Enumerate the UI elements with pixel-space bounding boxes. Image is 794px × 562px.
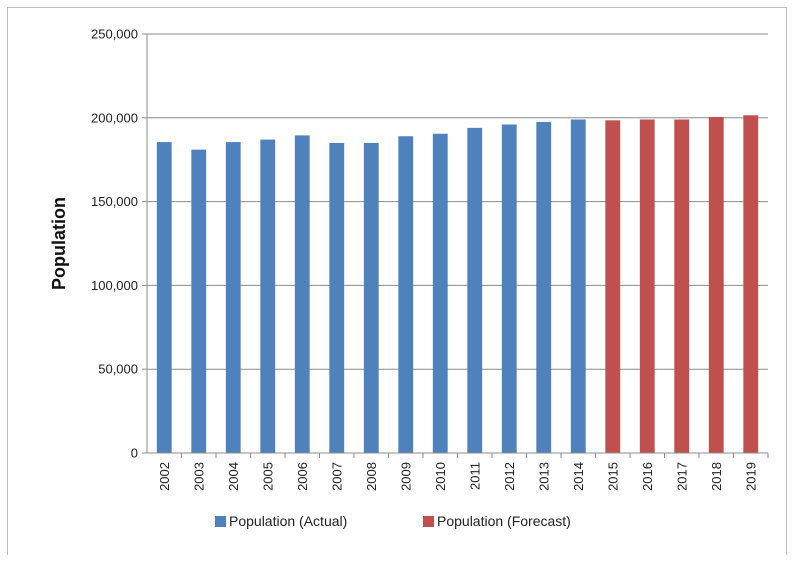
x-tick-label: 2008	[364, 462, 379, 491]
legend: Population (Actual) Population (Forecast)	[215, 513, 571, 529]
x-tick-label: 2019	[743, 462, 758, 491]
bar-2013	[536, 121, 552, 454]
axes: 0 50,000 100,000 150,000 200,000 250,000 2002 2…	[91, 27, 769, 491]
x-tick-label: 2017	[674, 462, 689, 491]
x-tick-label: 2002	[157, 462, 172, 491]
bars	[156, 115, 759, 454]
y-tick-label: 150,000	[91, 194, 138, 209]
bar-2017	[674, 119, 690, 453]
x-tick-label: 2015	[605, 462, 620, 491]
y-tick-label: 0	[131, 446, 138, 461]
x-tick-label: 2005	[260, 462, 275, 491]
x-tick-label: 2009	[398, 462, 413, 491]
y-tick-label: 250,000	[91, 27, 138, 42]
bar-2003	[191, 149, 207, 454]
gridlines	[147, 33, 768, 370]
x-tick-label: 2018	[709, 462, 724, 491]
y-tick-label: 100,000	[91, 278, 138, 293]
x-tick-label: 2012	[502, 462, 517, 491]
x-tick-label: 2013	[536, 462, 551, 491]
bar-2018	[708, 116, 724, 453]
y-axis-title: Population	[49, 197, 69, 290]
x-tick-label: 2007	[329, 462, 344, 491]
legend-label: Population (Actual)	[229, 513, 347, 529]
bar-2004	[225, 142, 241, 454]
bar-2014	[570, 119, 586, 453]
x-tick-label: 2010	[433, 462, 448, 491]
bar-2007	[329, 142, 345, 453]
legend-swatch	[423, 516, 434, 527]
x-tick-label: 2016	[640, 462, 655, 491]
x-tick-label: 2003	[191, 462, 206, 491]
bar-2011	[467, 127, 483, 453]
bar-2015	[605, 120, 621, 454]
bar-2002	[156, 142, 172, 454]
chart-frame: 0 50,000 100,000 150,000 200,000 250,000 2002 2…	[7, 7, 787, 555]
bar-2005	[260, 139, 276, 453]
y-tick-label: 200,000	[91, 110, 138, 125]
x-tick-label: 2011	[467, 462, 482, 490]
x-tick-label: 2014	[571, 462, 586, 491]
bar-2008	[363, 142, 379, 453]
bar-2009	[398, 136, 414, 453]
population-bar-chart: 0 50,000 100,000 150,000 200,000 250,000 2002 2…	[49, 27, 769, 529]
x-tick-label: 2006	[295, 462, 310, 491]
bar-2019	[743, 115, 759, 453]
bar-2012	[501, 124, 517, 453]
legend-label: Population (Forecast)	[437, 513, 571, 529]
x-tick-label: 2004	[226, 462, 241, 491]
bar-2010	[432, 133, 448, 454]
bar-2006	[294, 135, 310, 453]
bar-2016	[639, 119, 655, 453]
legend-swatch	[215, 516, 226, 527]
y-tick-label: 50,000	[98, 362, 138, 377]
